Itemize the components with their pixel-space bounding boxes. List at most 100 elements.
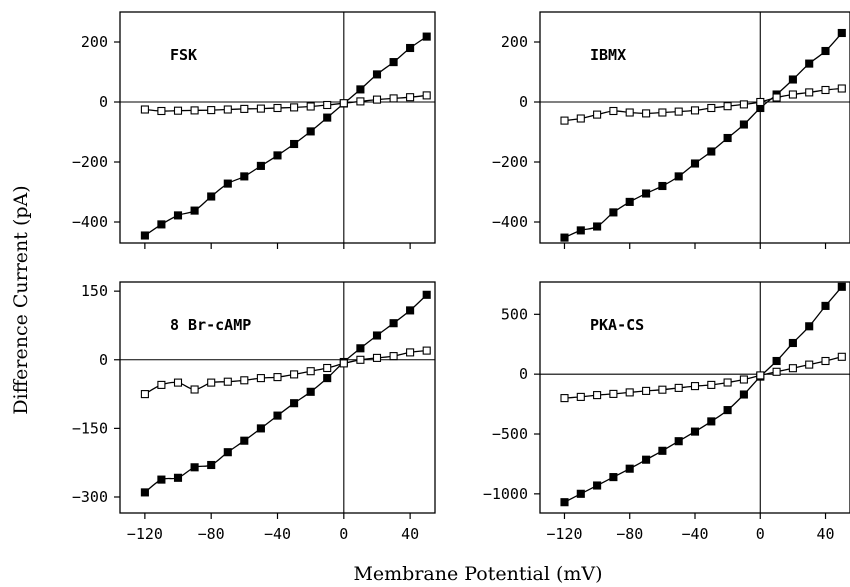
data-point-filled [223, 448, 232, 457]
fit-curve-open [564, 356, 842, 399]
data-point-filled [240, 436, 249, 445]
panels: 2000−200−400FSK2000−200−400IBMX1500−150−… [72, 11, 850, 543]
y-tick-label: −200 [492, 153, 528, 171]
data-point-open [642, 386, 651, 395]
data-point-filled [805, 59, 814, 68]
data-point-filled [837, 282, 846, 291]
y-tick-label: 0 [519, 93, 528, 111]
data-point-open [240, 104, 249, 113]
data-point-filled [140, 488, 149, 497]
data-point-open [372, 353, 382, 362]
x-tick-label: −80 [616, 525, 643, 543]
data-point-open [190, 385, 199, 394]
data-point-open [576, 114, 585, 123]
data-point-filled [273, 151, 282, 160]
data-point-open [422, 91, 431, 100]
data-point-open [422, 346, 431, 355]
data-point-filled [625, 197, 634, 206]
panel-2: 200 0 −200 −400 IBMX [492, 11, 850, 249]
data-point-open [190, 106, 199, 115]
data-point-filled [609, 208, 618, 217]
data-point-open [140, 105, 149, 114]
data-point-filled [642, 455, 651, 464]
y-tick-label: 200 [81, 33, 108, 51]
data-point-filled [788, 338, 797, 348]
data-point-open [372, 95, 382, 104]
data-point-filled [173, 473, 183, 482]
data-point-open [339, 359, 348, 368]
data-point-open [356, 97, 365, 106]
panel-title: 8 Br-cAMP [170, 316, 251, 334]
data-point-open [207, 106, 216, 115]
data-point-filled [772, 356, 781, 366]
data-point-open [805, 88, 814, 97]
data-point-filled [422, 32, 431, 41]
data-point-open [157, 380, 166, 389]
data-point-filled [356, 344, 365, 353]
y-tick-label: −500 [492, 425, 528, 443]
data-point-filled [560, 233, 569, 242]
data-point-filled [256, 161, 265, 170]
plot-frame [539, 11, 850, 244]
data-point-filled [723, 133, 732, 143]
data-point-open [306, 367, 315, 376]
data-point-filled [609, 473, 618, 482]
panel-4: 500 0 −500 −1000 −120 −80 −40 0 40 PKA-CS [483, 281, 850, 543]
data-point-filled [406, 306, 415, 315]
data-point-open [406, 348, 415, 357]
plot-frame [119, 11, 436, 244]
y-tick-label: 500 [501, 305, 528, 323]
data-point-open [223, 105, 232, 114]
panel-title: FSK [170, 46, 197, 64]
data-point-filled [658, 181, 667, 191]
data-point-open [609, 389, 618, 398]
data-point-open [772, 367, 781, 376]
data-point-filled [323, 374, 332, 383]
x-tick-label: −40 [681, 525, 708, 543]
data-point-open [290, 103, 299, 112]
y-tick-label: −1000 [483, 485, 528, 503]
data-point-open [560, 394, 569, 403]
data-point-open [707, 103, 716, 113]
y-tick-label: 200 [501, 33, 528, 51]
y-tick-label: 150 [81, 282, 108, 300]
data-point-open [642, 109, 651, 118]
data-point-open [788, 90, 797, 99]
data-point-filled [690, 427, 700, 436]
fit-curve-open [144, 94, 427, 112]
y-tick-label: −200 [72, 153, 108, 171]
data-point-open [306, 102, 315, 111]
data-point-open [140, 390, 149, 399]
data-point-filled [422, 290, 431, 299]
data-point-open [256, 374, 265, 383]
data-point-open [756, 97, 765, 107]
data-point-open [658, 385, 667, 394]
data-point-open [821, 356, 830, 366]
data-point-filled [560, 498, 569, 507]
data-point-filled [723, 406, 732, 415]
data-point-open [273, 103, 282, 113]
y-tick-label: −400 [72, 213, 108, 231]
data-point-open [173, 106, 183, 115]
data-point-open [674, 107, 683, 116]
data-point-open [625, 108, 634, 117]
data-point-filled [140, 231, 149, 240]
data-point-open [173, 378, 183, 387]
data-point-filled [739, 390, 748, 399]
data-point-filled [625, 464, 634, 473]
data-point-filled [576, 226, 585, 235]
data-point-open [560, 116, 569, 125]
data-point-open [837, 84, 846, 93]
data-point-filled [290, 399, 299, 408]
data-point-open [290, 370, 299, 379]
data-point-open [339, 99, 348, 108]
data-point-open [821, 85, 830, 95]
data-point-filled [406, 43, 415, 53]
panel-1: 200 0 −200 −400 FSK [72, 11, 436, 249]
y-tick-label: −150 [72, 419, 108, 437]
data-point-filled [273, 411, 282, 420]
panel-3: 150 0 −150 −300 −120 −80 −40 0 40 8 Br-cAMP [72, 281, 436, 543]
panel-title: PKA-CS [590, 316, 644, 334]
data-point-open [576, 392, 585, 401]
